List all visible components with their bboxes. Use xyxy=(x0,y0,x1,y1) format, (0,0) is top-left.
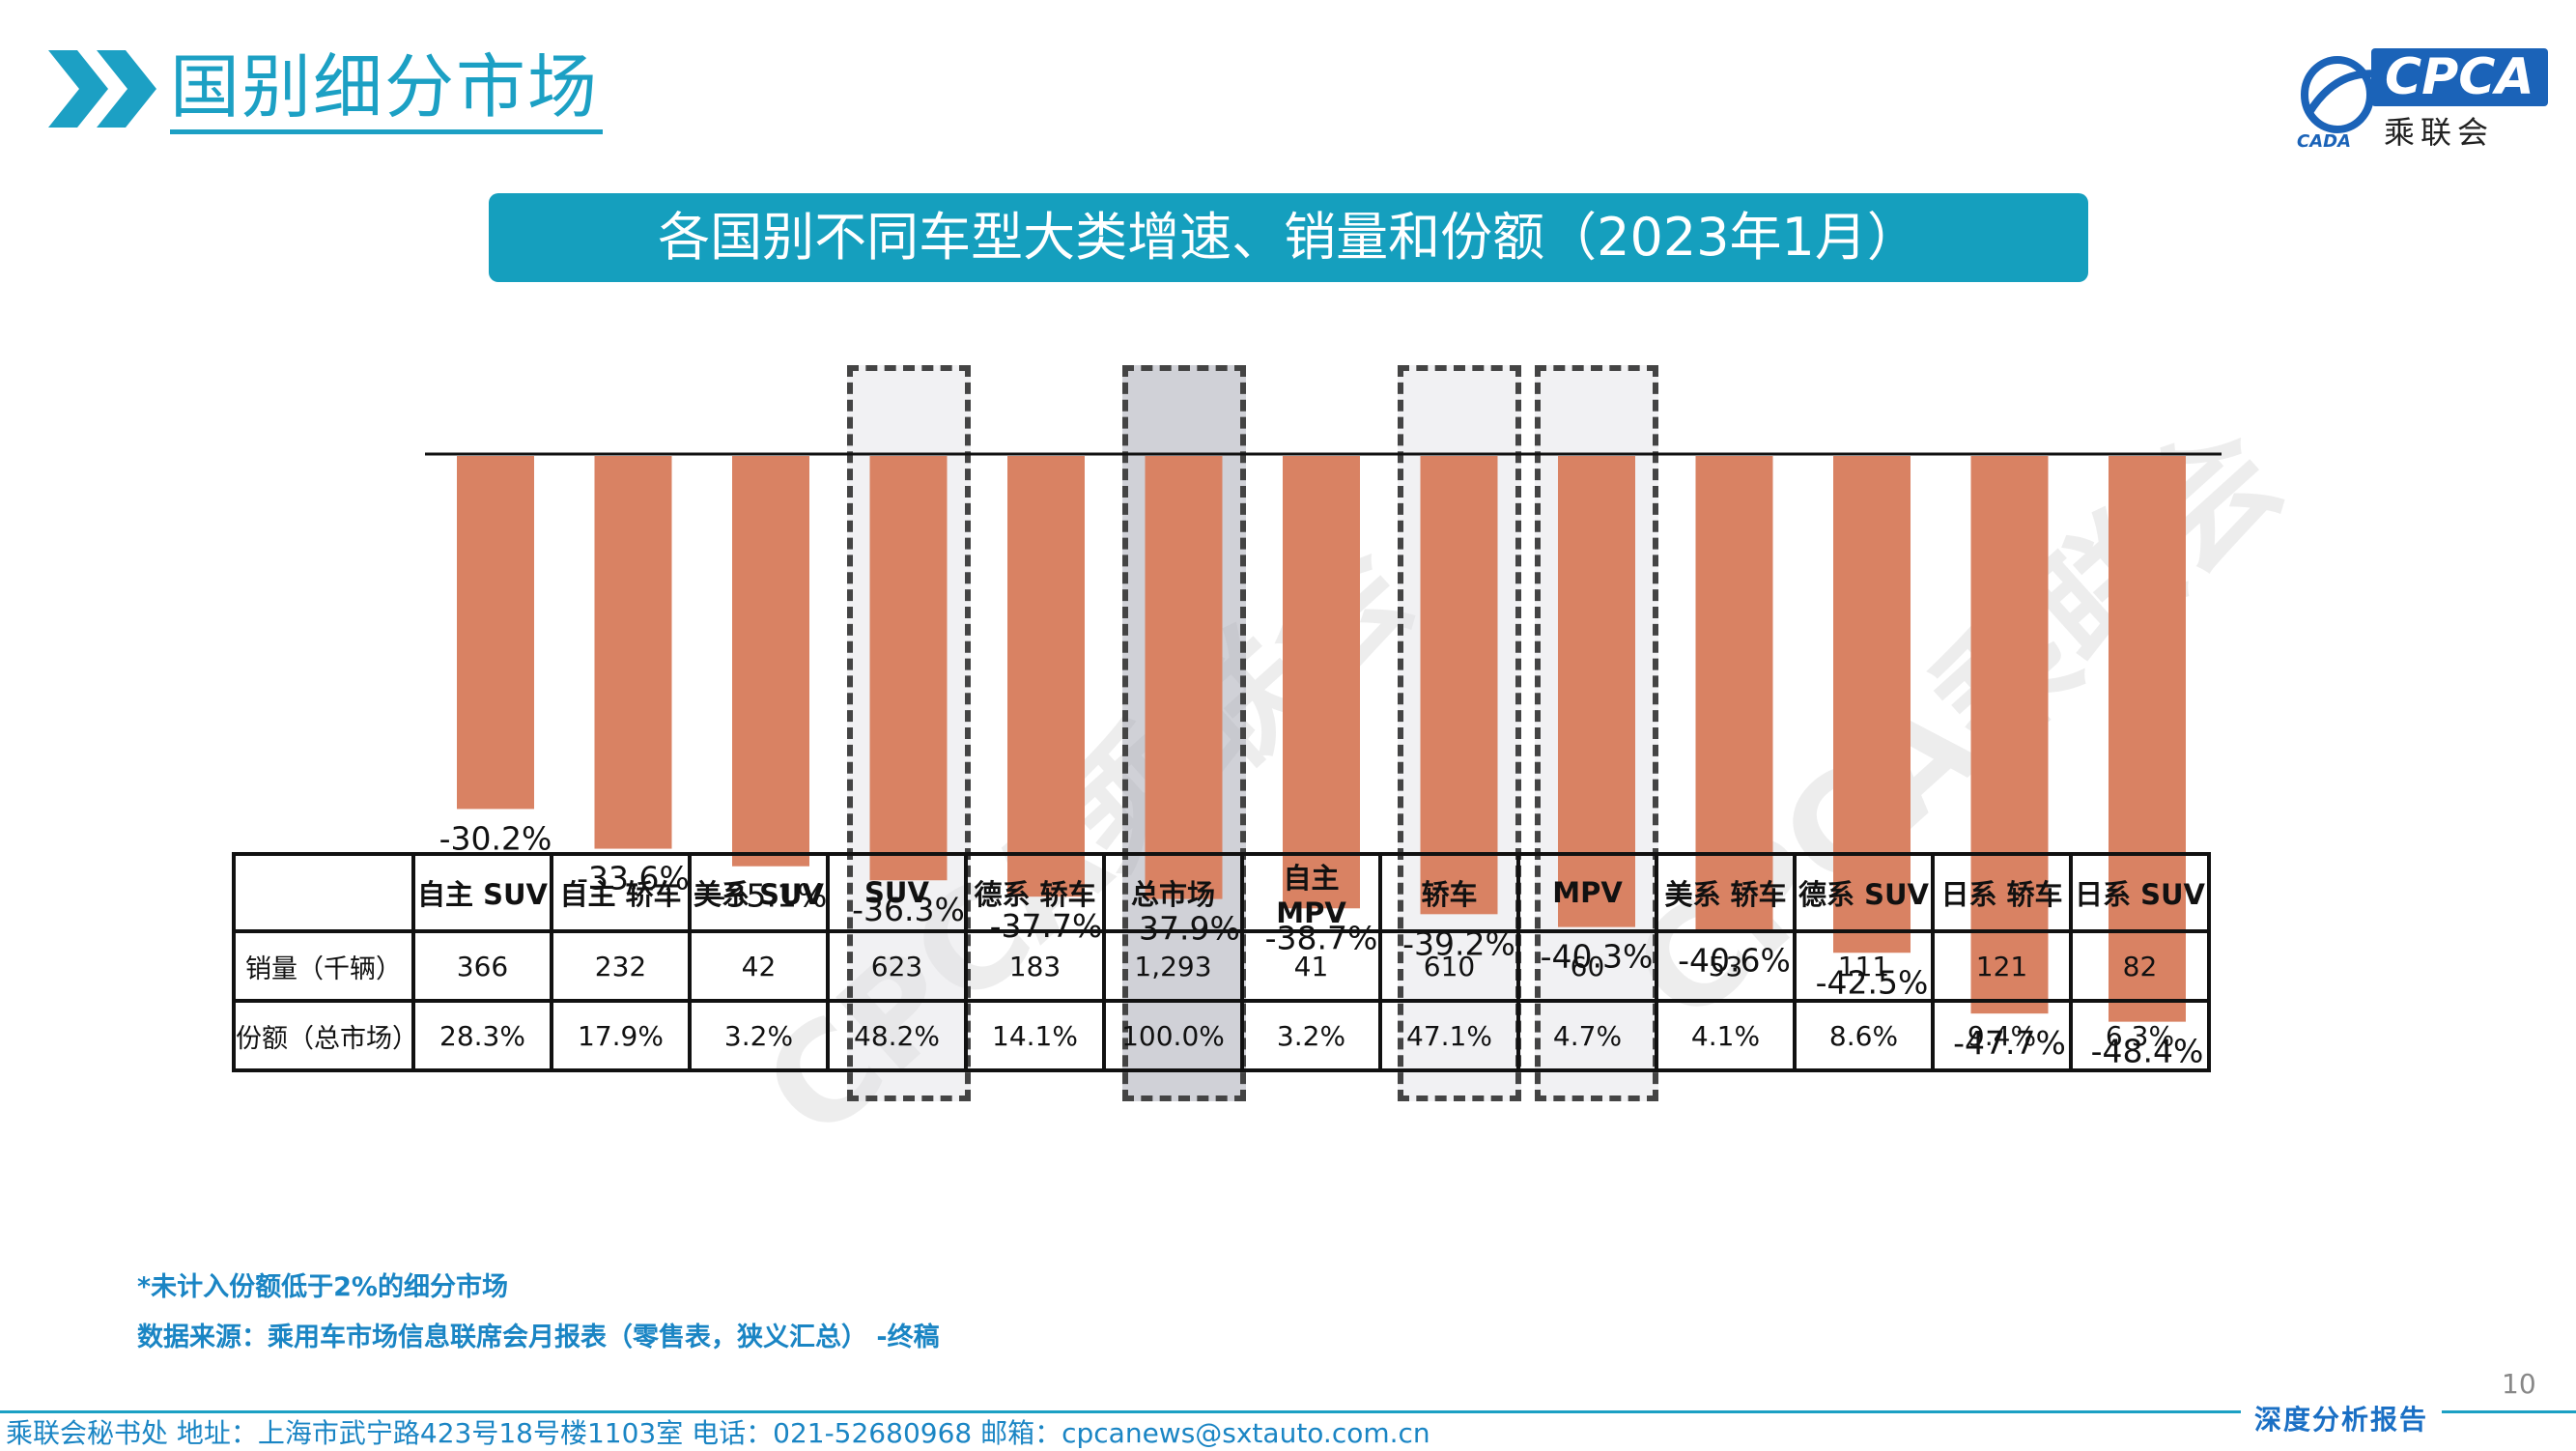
table-header-cell: 美系 轿车 xyxy=(1655,852,1797,933)
sales-cell: 82 xyxy=(2069,929,2211,1003)
table-header-cell: 美系 SUV xyxy=(688,852,830,933)
sales-cell: 41 xyxy=(1240,929,1382,1003)
sales-cell: 232 xyxy=(550,929,692,1003)
sales-cell: 183 xyxy=(964,929,1106,1003)
table-header-cell: 自主 轿车 xyxy=(550,852,692,933)
share-cell: 48.2% xyxy=(826,999,968,1072)
table-header-cell: 日系 轿车 xyxy=(1931,852,2073,933)
bar xyxy=(594,456,672,849)
table-header-cell: 德系 SUV xyxy=(1793,852,1935,933)
sales-cell: 623 xyxy=(826,929,968,1003)
table-header-cell: 日系 SUV xyxy=(2069,852,2211,933)
bar xyxy=(1007,456,1085,897)
sales-cell: 42 xyxy=(688,929,830,1003)
table-header-cell: 自主 SUV xyxy=(411,852,553,933)
footer-report-type: 深度分析报告 xyxy=(2241,1399,2443,1437)
page-number: 10 xyxy=(2502,1368,2536,1400)
table-header-cell: MPV xyxy=(1516,852,1658,933)
sales-cell: 53 xyxy=(1655,929,1797,1003)
chevron-arrows-icon xyxy=(48,50,156,128)
table-header-cell: 自主 MPV xyxy=(1240,852,1382,933)
share-cell: 6.3% xyxy=(2069,999,2211,1072)
row-label-sales: 销量（千辆） xyxy=(232,929,415,1003)
note-threshold: *未计入份额低于2%的细分市场 xyxy=(137,1272,508,1302)
table-row-share: 份额（总市场） 28.3% 17.9% 3.2% 48.2% 14.1% 100.0% 3.… xyxy=(232,999,2211,1072)
logo-subtext: 乘联会 xyxy=(2384,114,2495,151)
sales-cell: 121 xyxy=(1931,929,2073,1003)
share-cell: 28.3% xyxy=(411,999,553,1072)
share-cell: 3.2% xyxy=(1240,999,1382,1072)
bar xyxy=(1695,456,1773,931)
logo-small-text: CADA xyxy=(2297,131,2351,152)
logo-text: CPCA xyxy=(2371,48,2548,106)
share-cell: 4.7% xyxy=(1516,999,1658,1072)
bar xyxy=(1283,456,1360,909)
bar xyxy=(1145,456,1223,899)
sales-cell: 610 xyxy=(1378,929,1520,1003)
share-cell: 8.6% xyxy=(1793,999,1935,1072)
footer-contact: 乘联会秘书处 地址：上海市武宁路423号18号楼1103室 电话：021-526… xyxy=(6,1417,1430,1449)
share-cell: 4.1% xyxy=(1655,999,1797,1072)
share-cell: 17.9% xyxy=(550,999,692,1072)
cpca-logo-icon: CADA xyxy=(2297,56,2387,152)
bar xyxy=(1420,456,1498,915)
table-row-sales: 销量（千辆） 366 232 42 623 183 1,293 41 610 60 53 111 12… xyxy=(232,929,2211,1003)
share-cell: 9.4% xyxy=(1931,999,2073,1072)
bar xyxy=(869,456,948,881)
page-title: 国别细分市场 xyxy=(170,44,604,134)
footer-divider xyxy=(0,1410,2576,1413)
share-cell: 100.0% xyxy=(1102,999,1244,1072)
table-header-cell: SUV xyxy=(826,852,968,933)
chart-banner: 各国别不同车型大类增速、销量和份额（2023年1月） xyxy=(489,193,2088,282)
share-cell: 14.1% xyxy=(964,999,1106,1072)
table-header-row: 自主 SUV 自主 轿车 美系 SUV SUV 德系 轿车 总市场 自主 MPV 轿车 MPV 美… xyxy=(232,852,2211,933)
sales-cell: 1,293 xyxy=(1102,929,1244,1003)
share-cell: 3.2% xyxy=(688,999,830,1072)
table-header-cell: 总市场 xyxy=(1102,852,1244,933)
share-cell: 47.1% xyxy=(1378,999,1520,1072)
table-header-cell: 德系 轿车 xyxy=(964,852,1106,933)
note-source: 数据来源：乘用车市场信息联席会月报表（零售表，狭义汇总） -终稿 xyxy=(137,1323,940,1352)
sales-cell: 366 xyxy=(411,929,553,1003)
sales-cell: 111 xyxy=(1793,929,1935,1003)
bar xyxy=(1558,456,1635,927)
table-corner-cell xyxy=(232,852,415,933)
sales-cell: 60 xyxy=(1516,929,1658,1003)
row-label-share: 份额（总市场） xyxy=(232,999,418,1072)
bar xyxy=(457,456,534,810)
bar xyxy=(732,456,809,867)
data-table: 自主 SUV 自主 轿车 美系 SUV SUV 德系 轿车 总市场 自主 MPV 轿车 MPV 美… xyxy=(232,852,2211,1072)
table-header-cell: 轿车 xyxy=(1378,852,1520,933)
data-label: -30.2% xyxy=(439,819,552,857)
